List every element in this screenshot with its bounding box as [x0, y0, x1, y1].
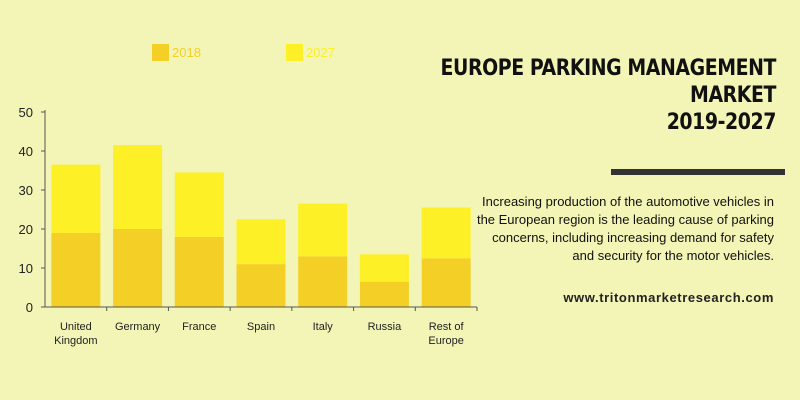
bar-2027-4 [298, 203, 348, 257]
legend-label-2027: 2027 [306, 45, 335, 60]
x-axis: United Kingdom Germany France Spain Italy Russ… [45, 306, 478, 347]
website-link[interactable]: www.tritonmarketresearch.com [563, 290, 774, 305]
legend-label-2018: 2018 [172, 45, 201, 60]
title-line-1: EUROPE PARKING MANAGEMENT MARKET [440, 56, 777, 108]
y-tick-label: 40 [19, 144, 33, 159]
x-tick-label: France [182, 321, 216, 333]
x-tick-label: Europe [428, 335, 463, 347]
bar-2018-5 [359, 281, 409, 307]
x-tick-label: Rest of [429, 321, 465, 333]
x-tick-label: Kingdom [54, 335, 97, 347]
legend-swatch-2018 [152, 44, 169, 61]
legend-swatch-2027 [286, 44, 303, 61]
x-tick-label: Spain [247, 321, 275, 333]
bar-2027-6 [421, 207, 471, 259]
y-tick-label: 30 [19, 183, 33, 198]
x-tick-label: Russia [368, 321, 403, 333]
description-text: Increasing production of the automotive … [476, 194, 774, 263]
x-tick-label: United [60, 321, 92, 333]
bar-2018-0 [51, 232, 101, 307]
y-tick-label: 10 [19, 261, 33, 276]
x-tick-label: Germany [115, 321, 161, 333]
title-divider [611, 169, 785, 175]
y-tick-label: 20 [19, 222, 33, 237]
bar-2018-2 [174, 236, 224, 307]
bar-2018-6 [421, 258, 471, 307]
bar-2027-2 [174, 172, 224, 237]
chart-legend: 2018 2027 [152, 44, 420, 61]
legend-item-2018: 2018 [152, 44, 286, 61]
bar-2027-3 [236, 219, 286, 265]
bar-2018-4 [298, 256, 348, 307]
x-tick-label: Italy [313, 321, 334, 333]
bars [51, 145, 471, 307]
legend-item-2027: 2027 [286, 44, 420, 61]
bar-2027-0 [51, 164, 101, 233]
y-tick-label: 50 [19, 105, 33, 120]
bar-2018-1 [113, 229, 163, 307]
title-line-2: 2019-2027 [666, 110, 777, 135]
y-axis: 0 10 20 30 40 50 [19, 105, 46, 315]
bar-2018-3 [236, 264, 286, 307]
chart-title: EUROPE PARKING MANAGEMENT MARKET 2019-20… [415, 55, 777, 136]
y-tick-label: 0 [26, 300, 33, 315]
bar-2027-5 [359, 254, 409, 282]
bar-2027-1 [113, 145, 163, 229]
